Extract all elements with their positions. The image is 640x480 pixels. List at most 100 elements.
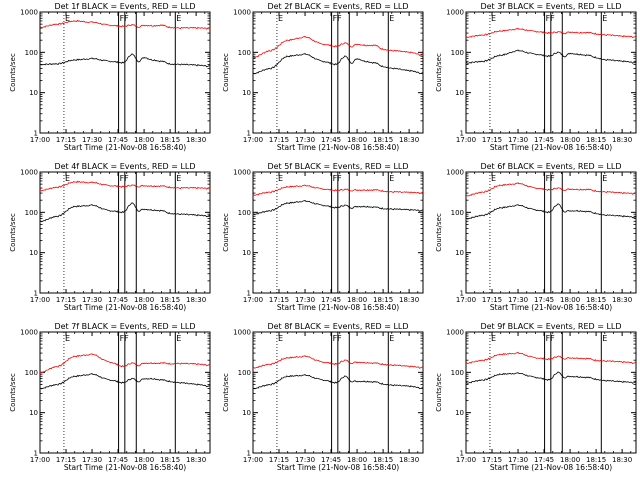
x-tick-label: 18:15 xyxy=(160,136,180,144)
x-tick-label: 17:15 xyxy=(56,136,76,144)
x-tick-label: 17:45 xyxy=(321,136,341,144)
events-series-line xyxy=(252,373,424,390)
events-series-line xyxy=(39,53,211,68)
x-tick-label: 17:30 xyxy=(82,296,102,304)
y-tick-label: 1 xyxy=(247,290,251,298)
y-axis-label: Counts/sec xyxy=(9,213,17,252)
x-tick-label: 17:00 xyxy=(30,296,50,304)
y-tick-label: 100 xyxy=(451,49,464,57)
chart-title: Det 6f BLACK = Events, RED = LLD xyxy=(480,162,621,171)
x-tick-label: 18:15 xyxy=(586,456,606,464)
y-tick-label: 1000 xyxy=(233,9,251,17)
x-axis-label: Start Time (21-Nov-08 16:58:40) xyxy=(490,303,612,312)
flag-label: FF xyxy=(333,334,343,343)
y-tick-label: 1000 xyxy=(446,329,464,337)
x-axis-label: Start Time (21-Nov-08 16:58:40) xyxy=(64,303,186,312)
x-tick-label: 18:30 xyxy=(186,456,206,464)
y-tick-label: 100 xyxy=(25,209,38,217)
x-tick-label: 18:15 xyxy=(586,136,606,144)
x-tick-label: 17:30 xyxy=(295,456,315,464)
x-tick-label: 18:00 xyxy=(347,136,367,144)
y-tick-label: 1000 xyxy=(446,9,464,17)
chart-title: Det 5f BLACK = Events, RED = LLD xyxy=(267,162,408,171)
y-tick-label: 10 xyxy=(455,89,464,97)
y-tick-label: 1 xyxy=(460,450,464,458)
lld-series-line xyxy=(39,353,211,374)
y-tick-label: 10 xyxy=(29,249,38,257)
x-axis-label: Start Time (21-Nov-08 16:58:40) xyxy=(64,143,186,152)
y-axis-label: Counts/sec xyxy=(435,213,443,252)
y-tick-label: 10 xyxy=(455,409,464,417)
x-tick-label: 18:30 xyxy=(612,296,632,304)
x-tick-label: 17:30 xyxy=(508,136,528,144)
chart-panel-6: Det 6f BLACK = Events, RED = LLD 1 10 100 10… xyxy=(435,162,637,312)
chart-panel-5: Det 5f BLACK = Events, RED = LLD 1 10 100 10… xyxy=(222,162,424,312)
y-tick-label: 1 xyxy=(34,450,38,458)
x-tick-label: 17:45 xyxy=(534,456,554,464)
y-tick-label: 1000 xyxy=(233,329,251,337)
x-tick-label: 17:00 xyxy=(456,296,476,304)
x-tick-label: 17:00 xyxy=(456,136,476,144)
flag-label: E xyxy=(65,174,70,183)
chart-panel-9: Det 9f BLACK = Events, RED = LLD 1 10 100 10… xyxy=(435,322,637,472)
y-axis-label: Counts/sec xyxy=(222,53,230,92)
chart-panel-8: Det 8f BLACK = Events, RED = LLD 1 10 100 10… xyxy=(222,322,424,472)
x-tick-label: 17:30 xyxy=(82,136,102,144)
x-tick-label: 17:45 xyxy=(108,296,128,304)
x-tick-label: 17:15 xyxy=(482,136,502,144)
x-axis-label: Start Time (21-Nov-08 16:58:40) xyxy=(277,143,399,152)
y-tick-label: 100 xyxy=(238,369,251,377)
x-tick-label: 17:30 xyxy=(82,456,102,464)
x-tick-label: 17:00 xyxy=(243,136,263,144)
x-axis-label: Start Time (21-Nov-08 16:58:40) xyxy=(277,303,399,312)
x-tick-label: 18:00 xyxy=(134,296,154,304)
x-tick-label: 17:00 xyxy=(456,456,476,464)
y-tick-label: 1 xyxy=(247,130,251,138)
flag-label: E xyxy=(602,334,607,343)
x-tick-label: 17:15 xyxy=(482,296,502,304)
x-tick-label: 17:00 xyxy=(243,456,263,464)
flag-label: E xyxy=(389,334,394,343)
flag-label: FF xyxy=(333,174,343,183)
x-tick-label: 17:30 xyxy=(508,456,528,464)
y-tick-label: 1 xyxy=(34,130,38,138)
x-tick-label: 18:30 xyxy=(399,136,419,144)
flag-label: E xyxy=(176,14,181,23)
flag-label: E xyxy=(278,334,283,343)
y-tick-label: 10 xyxy=(242,249,251,257)
lld-series-line xyxy=(39,19,211,30)
y-tick-label: 100 xyxy=(238,49,251,57)
x-tick-label: 17:00 xyxy=(30,136,50,144)
flag-label: FF xyxy=(333,14,343,23)
y-axis-label: Counts/sec xyxy=(222,213,230,252)
x-tick-label: 17:00 xyxy=(243,296,263,304)
y-tick-label: 1 xyxy=(247,450,251,458)
y-axis-label: Counts/sec xyxy=(9,373,17,412)
flag-label: FF xyxy=(546,334,556,343)
flag-label: E xyxy=(65,334,70,343)
x-tick-label: 17:15 xyxy=(56,296,76,304)
x-tick-label: 17:45 xyxy=(321,456,341,464)
chart-title: Det 7f BLACK = Events, RED = LLD xyxy=(54,322,195,331)
events-series-line xyxy=(465,203,637,220)
x-tick-label: 17:00 xyxy=(30,456,50,464)
x-tick-label: 18:15 xyxy=(373,296,393,304)
flag-label: FF xyxy=(120,174,130,183)
lld-series-line xyxy=(252,355,424,369)
x-axis-label: Start Time (21-Nov-08 16:58:40) xyxy=(490,143,612,152)
events-series-line xyxy=(39,202,211,223)
x-tick-label: 18:30 xyxy=(612,456,632,464)
chart-title: Det 8f BLACK = Events, RED = LLD xyxy=(267,322,408,331)
x-tick-label: 17:45 xyxy=(321,296,341,304)
y-axis-label: Counts/sec xyxy=(222,373,230,412)
x-tick-label: 17:15 xyxy=(482,456,502,464)
chart-title: Det 9f BLACK = Events, RED = LLD xyxy=(480,322,621,331)
x-tick-label: 17:45 xyxy=(534,136,554,144)
x-tick-label: 18:30 xyxy=(186,136,206,144)
y-tick-label: 100 xyxy=(25,369,38,377)
y-tick-label: 1000 xyxy=(20,329,38,337)
lld-series-line xyxy=(252,35,424,59)
y-tick-label: 100 xyxy=(451,369,464,377)
x-tick-label: 17:15 xyxy=(269,136,289,144)
y-tick-label: 1000 xyxy=(233,169,251,177)
